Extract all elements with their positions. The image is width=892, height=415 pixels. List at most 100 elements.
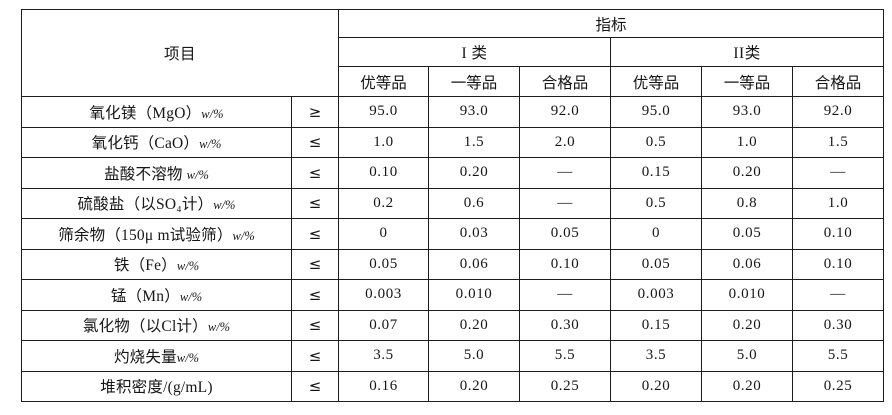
header-grade-2: 一等品	[428, 66, 521, 97]
row-label-unit: w/%	[232, 228, 255, 243]
row-label-unit: w/%	[176, 259, 200, 274]
row-label: 锰（Mn）w/%	[21, 279, 292, 311]
row-label-text: 堆积密度/(g/mL)	[100, 379, 213, 397]
cell-value: 93.0	[701, 96, 794, 128]
cell-value: 0.30	[792, 309, 885, 341]
cell-value: —	[519, 279, 612, 311]
row-label-text: 铁（Fe）	[113, 257, 177, 275]
header-grade-1: 优等品	[338, 66, 430, 97]
row-comparison-symbol: ≥	[290, 96, 340, 128]
row-label-unit: w/%	[199, 137, 222, 152]
row-label-text: 锰（Mn）	[110, 287, 180, 305]
cell-value: 0.20	[701, 370, 794, 402]
cell-value: 5.0	[701, 340, 794, 372]
header-project-cell: 项目	[20, 9, 340, 97]
cell-value: 0.05	[701, 218, 794, 250]
cell-value: 5.0	[428, 340, 521, 372]
cell-value: 3.5	[338, 340, 430, 372]
cell-value: 0.05	[519, 218, 612, 250]
header-row-grade: 优等品 一等品 合格品 优等品 一等品 合格品	[22, 66, 885, 97]
table-body: 氧化镁（MgO）w/% ≥95.0 93.0 92.0 95.0 93.0 92.0 氧化钙（…	[21, 96, 885, 402]
cell-value: 1.0	[701, 126, 794, 158]
row-comparison-symbol: ≤	[290, 279, 340, 311]
row-label-unit: w/%	[186, 167, 209, 182]
cell-value: 0	[338, 218, 430, 250]
row-label-text: 氧化钙（CaO）	[91, 135, 200, 153]
cell-value: 0.06	[428, 248, 521, 280]
cell-value: 0.15	[610, 157, 703, 189]
header-grade-3: 合格品	[519, 66, 612, 97]
cell-value: 2.0	[519, 126, 612, 158]
header-class-group-2: II类	[610, 37, 885, 67]
cell-value: 0.6	[428, 187, 521, 219]
cell-value: 5.5	[519, 340, 612, 372]
row-label: 铁（Fe）w/%	[21, 248, 292, 280]
cell-value: 0.25	[519, 370, 612, 402]
cell-value: 0.03	[428, 218, 521, 250]
table-header: 项目 指标 I 类 II类 优等品 一等品 合格品 优等品 一等品 合格品	[20, 9, 885, 97]
header-row-class: I 类 II类	[22, 37, 885, 67]
cell-value: 0.10	[792, 248, 885, 280]
cell-value: 0.07	[338, 309, 430, 341]
cell-value: 0.20	[428, 370, 521, 402]
cell-value: 0.8	[701, 187, 794, 219]
table-row: 堆积密度/(g/mL) ≤0.16 0.20 0.25 0.20 0.20 0.25	[21, 370, 885, 402]
cell-value: 1.5	[428, 126, 521, 158]
row-comparison-symbol: ≤	[290, 187, 340, 219]
row-label-unit: w/%	[201, 106, 224, 121]
row-label-unit: w/%	[179, 289, 203, 304]
cell-value: 5.5	[792, 340, 885, 372]
cell-value: 0.20	[610, 370, 703, 402]
row-label-text: 氯化物（以Cl计）	[82, 318, 208, 336]
row-label-text: 灼烧失量	[113, 348, 177, 366]
row-label: 盐酸不溶物 w/%	[21, 157, 292, 189]
cell-value: 1.0	[792, 187, 885, 219]
row-label-unit: w/%	[176, 350, 200, 365]
header-grade-5: 一等品	[701, 66, 794, 97]
cell-value: 0.06	[701, 248, 794, 280]
table-row: 筛余物（150μ m试验筛）w/% ≤0 0.03 0.05 0 0.05 0.10	[21, 218, 885, 250]
cell-value: 0.2	[338, 187, 430, 219]
cell-value: —	[792, 157, 885, 189]
row-label-text: 筛余物（150μ m试验筛）	[58, 226, 233, 244]
cell-value: 0.10	[519, 248, 612, 280]
table-row: 氯化物（以Cl计）w/% ≤0.07 0.20 0.30 0.15 0.20 0.30	[21, 309, 885, 341]
cell-value: 0.010	[428, 279, 521, 311]
row-label-unit: w/%	[207, 320, 231, 335]
cell-value: —	[792, 279, 885, 311]
row-comparison-symbol: ≤	[290, 340, 340, 372]
header-grade-4: 优等品	[610, 66, 703, 97]
row-label: 氯化物（以Cl计）w/%	[21, 309, 292, 341]
row-comparison-symbol: ≤	[290, 248, 340, 280]
row-comparison-symbol: ≤	[290, 309, 340, 341]
row-label: 灼烧失量w/%	[21, 340, 292, 372]
table-row: 盐酸不溶物 w/% ≤0.10 0.20—0.15 0.20—	[21, 157, 885, 189]
row-comparison-symbol: ≤	[290, 370, 340, 402]
cell-value: 1.0	[338, 126, 430, 158]
row-label: 硫酸盐（以SO₄计）w/%	[21, 187, 292, 219]
table-row: 灼烧失量w/% ≤3.5 5.0 5.5 3.5 5.0 5.5	[21, 340, 885, 372]
row-label-unit: w/%	[213, 198, 236, 213]
cell-value: 0	[610, 218, 703, 250]
cell-value: 0.20	[701, 157, 794, 189]
table-row: 氧化镁（MgO）w/% ≥95.0 93.0 92.0 95.0 93.0 92.0	[21, 96, 885, 128]
row-label-text: 硫酸盐（以SO₄计）	[77, 196, 214, 214]
cell-value: —	[519, 187, 612, 219]
cell-value: 0.5	[610, 126, 703, 158]
row-label: 筛余物（150μ m试验筛）w/%	[21, 218, 292, 250]
row-label-text: 氧化镁（MgO）	[89, 104, 202, 122]
cell-value: —	[519, 157, 612, 189]
cell-value: 0.05	[610, 248, 703, 280]
cell-value: 1.5	[792, 126, 885, 158]
table-row: 铁（Fe）w/% ≤0.05 0.06 0.10 0.05 0.06 0.10	[21, 248, 885, 280]
specification-table: 项目 指标 I 类 II类 优等品 一等品 合格品 优等品 一等品 合格品 氧化…	[20, 9, 885, 402]
cell-value: 93.0	[428, 96, 521, 128]
cell-value: 0.30	[519, 309, 612, 341]
cell-value: 3.5	[610, 340, 703, 372]
table-row: 氧化钙（CaO）w/% ≤1.0 1.5 2.0 0.5 1.0 1.5	[21, 126, 885, 158]
row-comparison-symbol: ≤	[290, 157, 340, 189]
row-label: 堆积密度/(g/mL)	[21, 370, 292, 402]
cell-value: 0.003	[610, 279, 703, 311]
cell-value: 0.20	[428, 157, 521, 189]
